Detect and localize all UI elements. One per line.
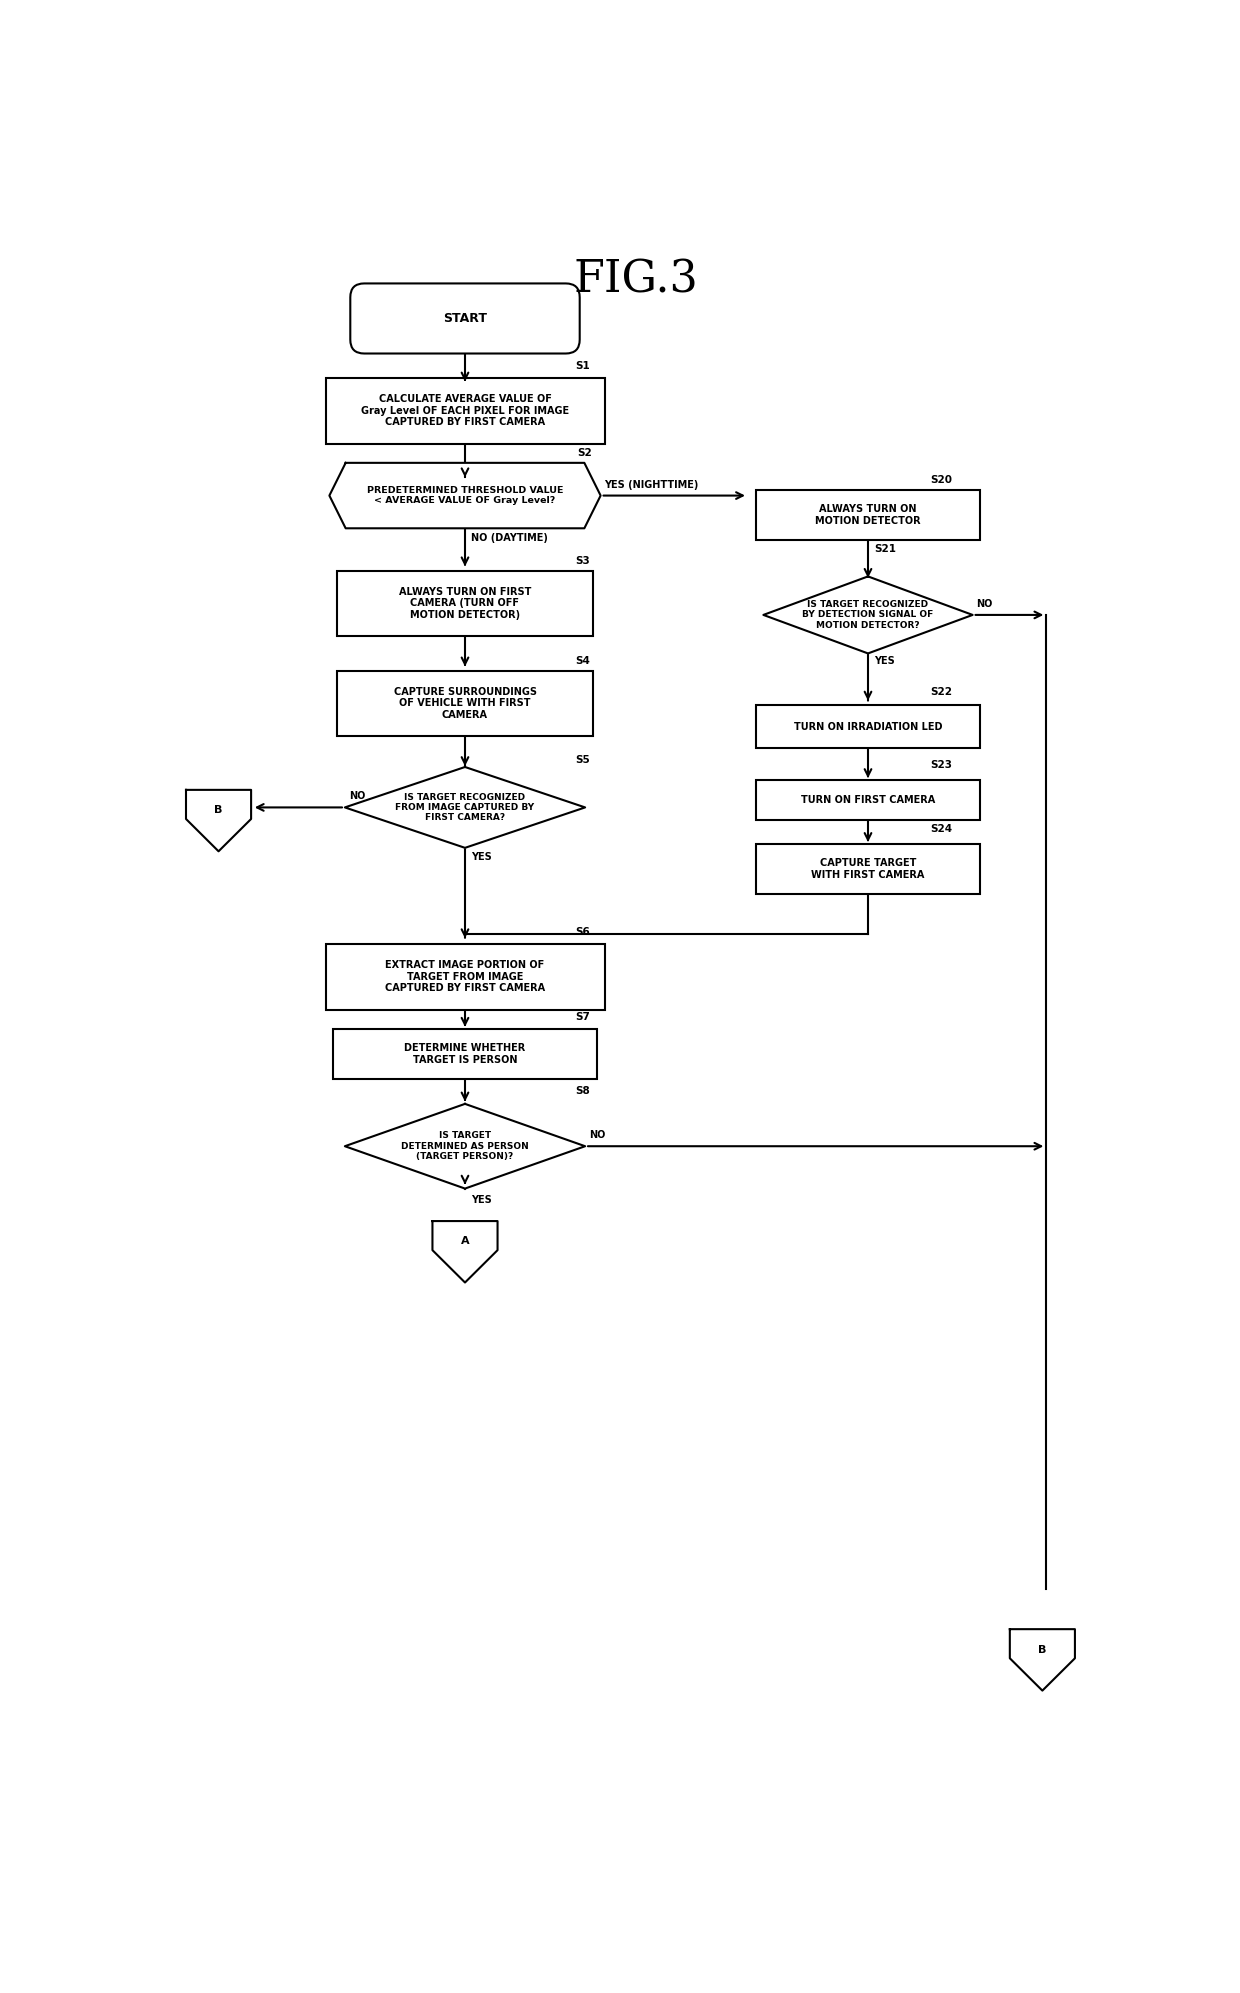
- Polygon shape: [345, 1104, 585, 1188]
- Text: S5: S5: [575, 755, 590, 765]
- Polygon shape: [433, 1222, 497, 1283]
- Text: YES: YES: [471, 1196, 492, 1206]
- Text: ALWAYS TURN ON FIRST
CAMERA (TURN OFF
MOTION DETECTOR): ALWAYS TURN ON FIRST CAMERA (TURN OFF MO…: [399, 586, 531, 620]
- FancyBboxPatch shape: [325, 379, 605, 444]
- Text: S4: S4: [575, 656, 590, 666]
- Text: S8: S8: [575, 1086, 590, 1096]
- Text: FIG.3: FIG.3: [573, 259, 698, 301]
- FancyBboxPatch shape: [337, 672, 593, 735]
- Text: S21: S21: [874, 544, 897, 554]
- Text: TURN ON IRRADIATION LED: TURN ON IRRADIATION LED: [794, 721, 942, 731]
- FancyBboxPatch shape: [325, 945, 605, 1010]
- Text: NO: NO: [589, 1130, 605, 1140]
- Polygon shape: [345, 767, 585, 847]
- FancyBboxPatch shape: [755, 843, 981, 895]
- FancyBboxPatch shape: [755, 490, 981, 540]
- Text: NO: NO: [977, 600, 993, 610]
- Text: NO: NO: [348, 791, 365, 801]
- Polygon shape: [330, 462, 600, 528]
- Text: IS TARGET
DETERMINED AS PERSON
(TARGET PERSON)?: IS TARGET DETERMINED AS PERSON (TARGET P…: [401, 1132, 529, 1162]
- FancyBboxPatch shape: [334, 1028, 596, 1078]
- Text: S23: S23: [930, 759, 952, 769]
- Text: CALCULATE AVERAGE VALUE OF
Gray Level OF EACH PIXEL FOR IMAGE
CAPTURED BY FIRST : CALCULATE AVERAGE VALUE OF Gray Level OF…: [361, 395, 569, 427]
- Polygon shape: [764, 576, 972, 654]
- Polygon shape: [1009, 1628, 1075, 1690]
- Text: S20: S20: [930, 474, 952, 484]
- Text: DETERMINE WHETHER
TARGET IS PERSON: DETERMINE WHETHER TARGET IS PERSON: [404, 1042, 526, 1064]
- Text: IS TARGET RECOGNIZED
BY DETECTION SIGNAL OF
MOTION DETECTOR?: IS TARGET RECOGNIZED BY DETECTION SIGNAL…: [802, 600, 934, 630]
- Text: CAPTURE SURROUNDINGS
OF VEHICLE WITH FIRST
CAMERA: CAPTURE SURROUNDINGS OF VEHICLE WITH FIR…: [393, 688, 537, 719]
- Text: ALWAYS TURN ON
MOTION DETECTOR: ALWAYS TURN ON MOTION DETECTOR: [815, 504, 921, 526]
- Text: S6: S6: [575, 927, 590, 937]
- Text: S2: S2: [578, 448, 593, 458]
- Text: YES (NIGHTTIME): YES (NIGHTTIME): [605, 480, 699, 490]
- Text: CAPTURE TARGET
WITH FIRST CAMERA: CAPTURE TARGET WITH FIRST CAMERA: [811, 859, 925, 879]
- Text: S7: S7: [575, 1012, 590, 1022]
- FancyBboxPatch shape: [351, 283, 580, 353]
- FancyBboxPatch shape: [755, 706, 981, 747]
- Text: TURN ON FIRST CAMERA: TURN ON FIRST CAMERA: [801, 795, 935, 805]
- Polygon shape: [186, 789, 250, 851]
- Text: S24: S24: [930, 823, 952, 833]
- Text: S3: S3: [575, 556, 590, 566]
- Text: EXTRACT IMAGE PORTION OF
TARGET FROM IMAGE
CAPTURED BY FIRST CAMERA: EXTRACT IMAGE PORTION OF TARGET FROM IMA…: [384, 961, 546, 993]
- Text: B: B: [1038, 1644, 1047, 1654]
- Text: B: B: [215, 805, 223, 815]
- Text: START: START: [443, 313, 487, 325]
- FancyBboxPatch shape: [337, 570, 593, 636]
- Text: YES: YES: [874, 656, 895, 666]
- Text: A: A: [461, 1236, 469, 1246]
- Text: NO (DAYTIME): NO (DAYTIME): [471, 532, 548, 542]
- Text: YES: YES: [471, 853, 492, 863]
- Text: S1: S1: [575, 361, 590, 371]
- FancyBboxPatch shape: [755, 779, 981, 819]
- Text: IS TARGET RECOGNIZED
FROM IMAGE CAPTURED BY
FIRST CAMERA?: IS TARGET RECOGNIZED FROM IMAGE CAPTURED…: [396, 793, 534, 823]
- Text: PREDETERMINED THRESHOLD VALUE
< AVERAGE VALUE OF Gray Level?: PREDETERMINED THRESHOLD VALUE < AVERAGE …: [367, 486, 563, 506]
- Text: S22: S22: [930, 688, 952, 698]
